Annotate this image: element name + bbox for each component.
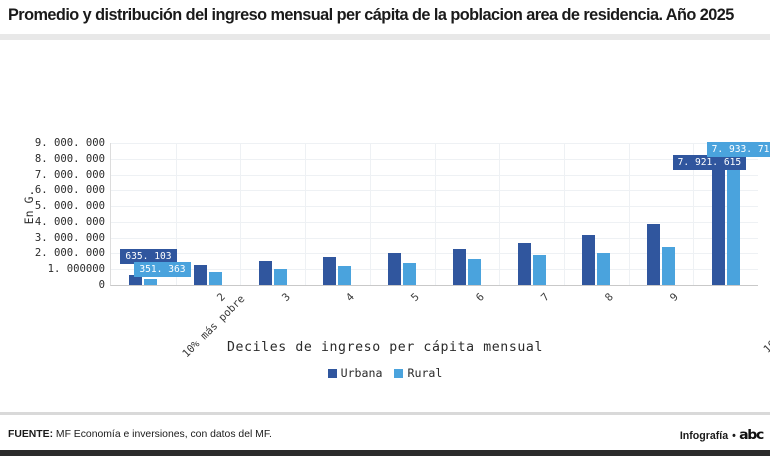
bar-group bbox=[388, 143, 417, 285]
bar-rural[interactable] bbox=[338, 266, 352, 285]
y-axis-tick-label: 7. 000. 000 bbox=[34, 168, 105, 181]
legend-swatch-urbana bbox=[327, 368, 337, 378]
gridline-y bbox=[111, 174, 758, 176]
bar-rural[interactable] bbox=[661, 247, 675, 285]
bar-group bbox=[129, 143, 158, 285]
gridline-y bbox=[111, 206, 758, 208]
bar-urbana[interactable] bbox=[646, 224, 660, 285]
bar-urbana[interactable] bbox=[452, 248, 466, 285]
gridline-x bbox=[629, 143, 630, 285]
gridline-y bbox=[111, 237, 758, 239]
bar-rural[interactable] bbox=[726, 159, 740, 285]
credit-label: Infografía bbox=[679, 429, 729, 442]
gridline-y bbox=[111, 158, 758, 160]
gridline-x bbox=[564, 143, 565, 285]
chart-container: En G. 0 1. 000000 2. 000. 000 3. 000. 000 4.… bbox=[0, 40, 770, 412]
credit-separator: • bbox=[732, 429, 736, 442]
x-axis-tick-label: 2 bbox=[214, 291, 228, 305]
y-axis-ticks: 0 1. 000000 2. 000. 000 3. 000. 000 4. 000. … bbox=[0, 137, 105, 291]
source-text: MF Economía e inversiones, con datos del… bbox=[55, 429, 272, 440]
value-label-rural: 351. 363 bbox=[134, 262, 191, 277]
gridline-x bbox=[240, 143, 241, 285]
bar-group bbox=[517, 143, 546, 285]
y-axis-tick-label: 1. 000000 bbox=[47, 263, 105, 276]
gridline-y bbox=[111, 269, 758, 271]
header-divider bbox=[0, 34, 770, 40]
footer: FUENTE: MF Economía e inversiones, con d… bbox=[0, 415, 770, 456]
x-axis-title: Deciles de ingreso per cápita mensual bbox=[227, 340, 543, 355]
x-axis-tick-label: 3 bbox=[279, 291, 293, 305]
source-note: FUENTE: MF Economía e inversiones, con d… bbox=[8, 429, 272, 440]
bar-urbana[interactable] bbox=[711, 160, 725, 285]
gridline-x bbox=[176, 143, 177, 285]
bar-group bbox=[711, 143, 740, 285]
footer-divider-top bbox=[0, 412, 770, 415]
bar-urbana[interactable] bbox=[258, 260, 272, 285]
gridline-y bbox=[111, 190, 758, 192]
gridline-y bbox=[111, 143, 758, 144]
bar-rural[interactable] bbox=[273, 269, 287, 285]
bar-group bbox=[194, 143, 223, 285]
bar-group bbox=[452, 143, 481, 285]
x-axis-tick-label: 8 bbox=[603, 291, 617, 305]
value-label-urbana: 7. 921. 615 bbox=[672, 155, 747, 170]
y-axis-tick-label: 4. 000. 000 bbox=[34, 215, 105, 228]
plot-area bbox=[110, 143, 758, 286]
bar-group bbox=[646, 143, 675, 285]
gridline-y bbox=[111, 221, 758, 223]
y-axis-tick-label: 8. 000. 000 bbox=[34, 152, 105, 165]
legend-label-urbana: Urbana bbox=[340, 366, 383, 380]
x-axis-tick-label: 5 bbox=[409, 291, 423, 305]
bar-rural[interactable] bbox=[403, 262, 417, 285]
bar-rural[interactable] bbox=[467, 258, 481, 285]
bar-rural[interactable] bbox=[144, 279, 158, 285]
source-label: FUENTE: bbox=[8, 429, 54, 440]
bar-urbana[interactable] bbox=[129, 274, 143, 285]
page-title: Promedio y distribución del ingreso mens… bbox=[8, 6, 734, 24]
y-axis-tick-label: 5. 000. 000 bbox=[34, 200, 105, 213]
gridline-x bbox=[370, 143, 371, 285]
footer-divider-bottom bbox=[0, 450, 770, 456]
abc-logo: abc bbox=[738, 428, 764, 443]
y-axis-tick-label: 2. 000. 000 bbox=[34, 247, 105, 260]
y-axis-tick-label: 6. 000. 000 bbox=[34, 184, 105, 197]
legend-swatch-rural bbox=[394, 368, 404, 378]
value-label-rural: 7. 933. 711 bbox=[706, 141, 770, 157]
y-axis-tick-label: 9. 000. 000 bbox=[34, 137, 105, 149]
value-label-urbana: 635. 103 bbox=[120, 249, 177, 264]
bar-urbana[interactable] bbox=[323, 257, 337, 285]
bar-rural[interactable] bbox=[532, 255, 546, 285]
y-axis-tick-label: 0 bbox=[98, 279, 105, 291]
bar-group bbox=[582, 143, 611, 285]
x-axis-tick-label: 6 bbox=[473, 291, 487, 305]
credit-block: Infografía • abc bbox=[679, 428, 764, 443]
chart-legend: Urbana Rural bbox=[0, 366, 770, 380]
bar-group bbox=[323, 143, 352, 285]
x-axis-tick-label: 9 bbox=[667, 291, 681, 305]
bar-urbana[interactable] bbox=[517, 243, 531, 285]
gridline-x bbox=[499, 143, 500, 285]
bar-rural[interactable] bbox=[209, 271, 223, 285]
gridline-x bbox=[693, 143, 694, 285]
legend-item-rural[interactable]: Rural bbox=[394, 366, 442, 380]
bar-urbana[interactable] bbox=[388, 252, 402, 285]
legend-item-urbana[interactable]: Urbana bbox=[327, 366, 383, 380]
x-axis-tick-label: 4 bbox=[344, 291, 358, 305]
bar-rural[interactable] bbox=[597, 252, 611, 285]
gridline-x bbox=[435, 143, 436, 285]
y-axis-tick-label: 3. 000. 000 bbox=[34, 231, 105, 244]
bar-group bbox=[258, 143, 287, 285]
bar-urbana[interactable] bbox=[582, 235, 596, 285]
x-axis-tick-label: 7 bbox=[538, 291, 552, 305]
legend-label-rural: Rural bbox=[407, 366, 443, 380]
gridline-x bbox=[305, 143, 306, 285]
gridline-y bbox=[111, 253, 758, 255]
bar-urbana[interactable] bbox=[194, 265, 208, 285]
